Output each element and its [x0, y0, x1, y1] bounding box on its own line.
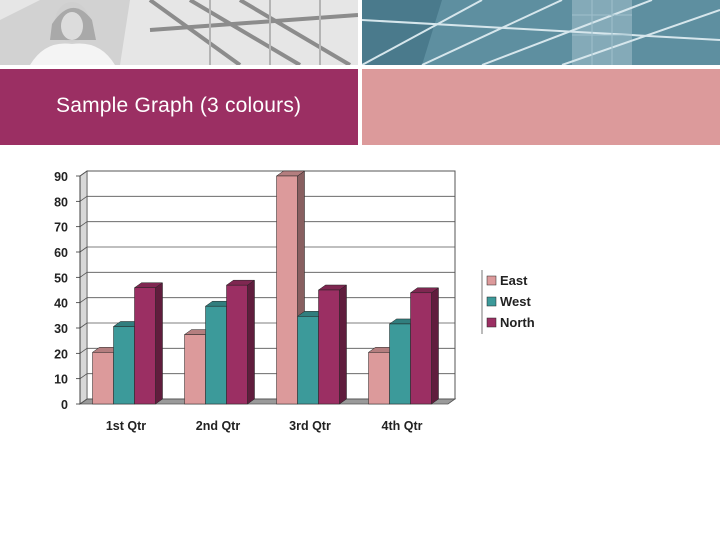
legend-swatch	[486, 296, 497, 307]
legend-swatch	[486, 317, 497, 328]
bar-front	[410, 292, 432, 405]
x-tick-label: 3rd Qtr	[289, 419, 331, 433]
chart-bars	[91, 170, 440, 405]
y-tick-label: 80	[54, 195, 68, 209]
x-tick-label: 2nd Qtr	[196, 419, 241, 433]
title-band	[0, 69, 358, 145]
bar-north-4	[409, 287, 440, 405]
y-tick-label: 0	[61, 398, 68, 412]
bar-side	[247, 279, 255, 405]
header-photo-right-graphic	[362, 0, 720, 65]
header-photo-left-graphic	[0, 0, 358, 65]
x-axis: 1st Qtr 2nd Qtr 3rd Qtr 4th Qtr	[106, 419, 423, 433]
bar-north-1	[133, 282, 164, 405]
gridline-side	[79, 196, 88, 202]
gridline-side	[79, 398, 88, 405]
bar-side	[155, 282, 163, 405]
bar-front	[134, 287, 156, 405]
header-photo-left	[0, 0, 358, 65]
y-tick-label: 90	[54, 170, 68, 184]
bar-side	[431, 287, 439, 405]
bar-front	[184, 334, 206, 405]
legend-label: West	[500, 294, 531, 309]
x-tick-label: 4th Qtr	[382, 419, 423, 433]
y-tick-label: 70	[54, 221, 68, 235]
y-tick-label: 40	[54, 297, 68, 311]
gridline-side	[79, 272, 88, 278]
bar-front	[368, 352, 390, 405]
accent-band	[362, 69, 720, 145]
gridline-side	[79, 297, 88, 303]
bar-front	[92, 352, 114, 405]
bar-front	[226, 284, 248, 405]
y-axis: 0 10 20 30 40 50 60 70 80 90	[54, 170, 81, 412]
bar-front	[389, 323, 411, 405]
bar-front	[318, 289, 340, 405]
legend-item-east: East	[486, 273, 528, 288]
legend: East West North	[481, 270, 535, 334]
y-tick-label: 10	[54, 373, 68, 387]
bar-front	[297, 316, 319, 405]
legend-item-north: North	[486, 315, 535, 330]
y-tick-label: 60	[54, 246, 68, 260]
bar-front	[276, 175, 298, 405]
side-wall	[79, 170, 88, 405]
legend-label: North	[500, 315, 535, 330]
y-tick-label: 20	[54, 347, 68, 361]
gridline-side	[79, 373, 88, 379]
gridline-side	[79, 170, 88, 177]
gridline-side	[79, 246, 88, 253]
bar-north-3	[317, 284, 348, 405]
legend-label: East	[500, 273, 528, 288]
bar-north-2	[225, 279, 256, 405]
slide-title: Sample Graph (3 colours)	[56, 94, 302, 117]
legend-swatch	[486, 275, 497, 286]
bar-front	[113, 326, 135, 405]
bar-side	[339, 284, 347, 405]
gridline-side	[79, 322, 88, 329]
gridline-side	[79, 348, 88, 354]
legend-item-west: West	[486, 294, 531, 309]
x-tick-label: 1st Qtr	[106, 419, 146, 433]
y-tick-label: 50	[54, 271, 68, 285]
gridline-side	[79, 221, 88, 227]
bar-front	[205, 305, 227, 405]
bar-chart: 0 10 20 30 40 50 60 70 80 90 1st Qtr 2nd Qtr 3rd Qt…	[54, 170, 535, 433]
header-photo-right	[362, 0, 720, 65]
y-tick-label: 30	[54, 322, 68, 336]
